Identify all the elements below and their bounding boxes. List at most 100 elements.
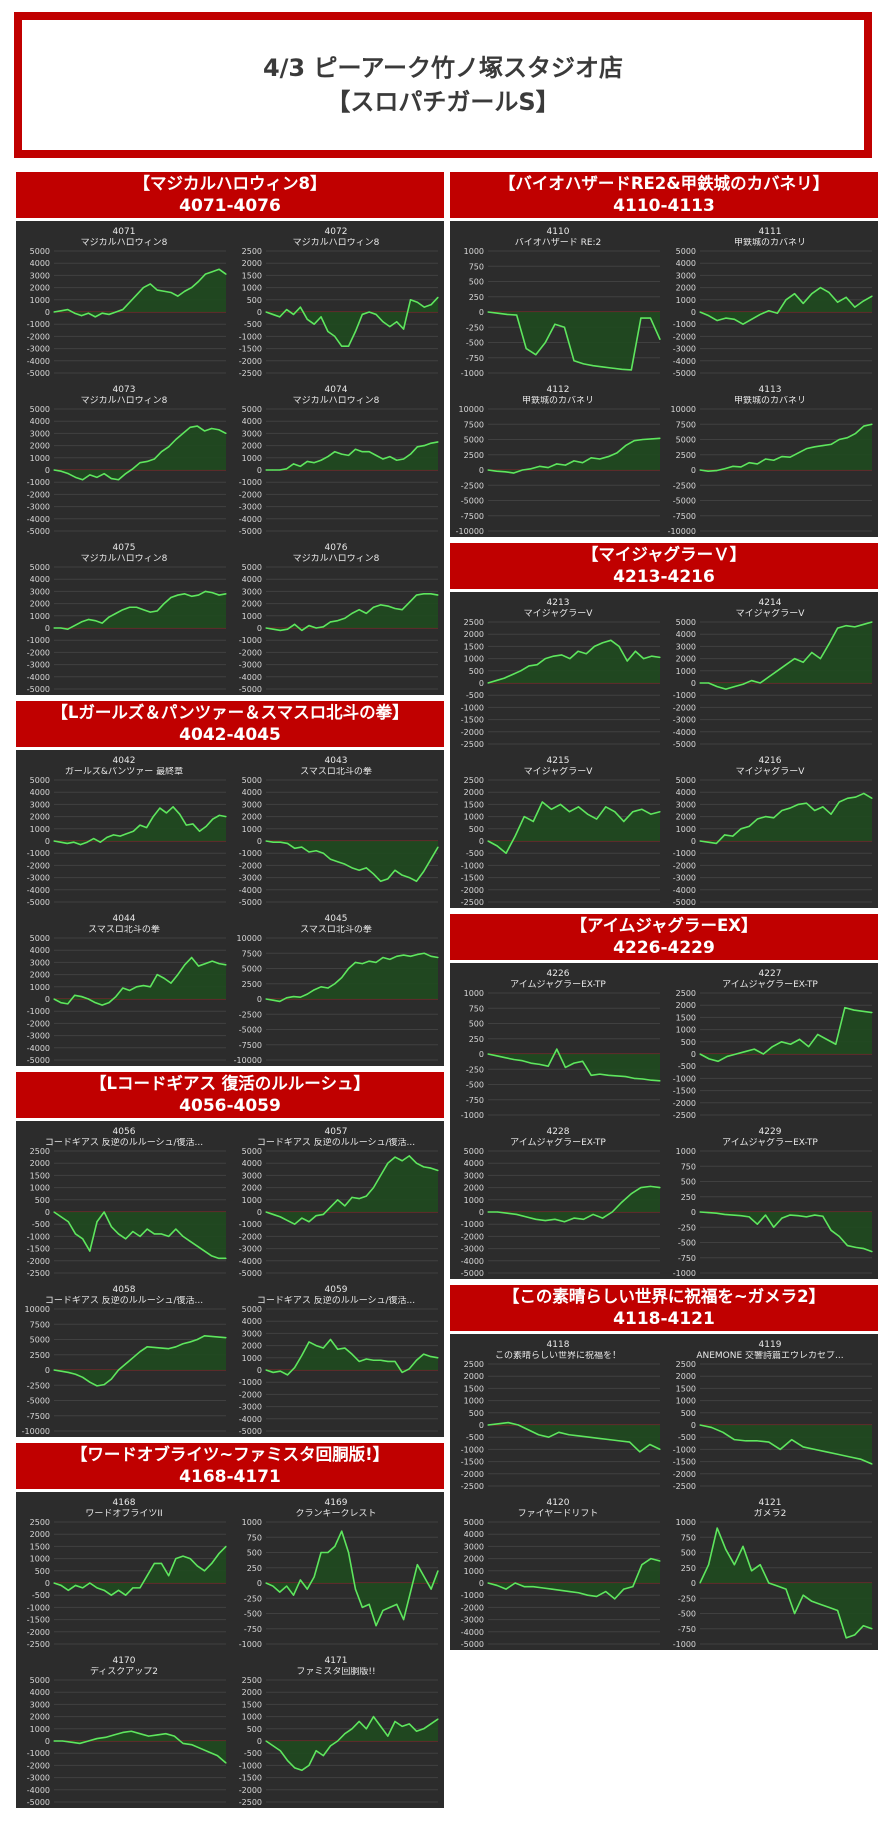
y-tick-label: 3000 <box>30 429 50 438</box>
data-point <box>89 1381 91 1383</box>
data-point <box>322 852 324 854</box>
data-point <box>208 1751 210 1753</box>
series-line <box>266 441 439 471</box>
data-point <box>863 792 865 795</box>
data-point <box>117 1369 120 1371</box>
data-point <box>146 826 148 829</box>
data-point <box>558 1431 560 1433</box>
data-point <box>211 1335 213 1338</box>
data-point <box>496 1584 498 1587</box>
machine-number: 4076 <box>324 543 348 553</box>
series-line <box>699 423 873 473</box>
machine-group: 【アイムジャグラーEX】 4226-4229 1000 750 500 250 0 -250-… <box>450 914 878 1279</box>
group-banner: 【Lコードギアス 復活のルルーシュ】 4056-4059 <box>16 1072 444 1118</box>
data-point <box>496 312 499 314</box>
data-point <box>175 1228 177 1230</box>
data-point <box>814 1214 816 1216</box>
data-point <box>299 996 301 998</box>
data-point <box>577 650 579 652</box>
y-tick-label: -7500 <box>461 512 484 521</box>
data-point <box>785 299 787 301</box>
y-tick-label: 4000 <box>242 1317 262 1326</box>
machine-chart: 5000 4000 3000 2000 1000 0 -1000 -2000 -3000 -400… <box>18 379 230 537</box>
data-point <box>423 1576 425 1578</box>
data-point <box>301 1769 303 1771</box>
data-point <box>182 1235 184 1237</box>
data-point <box>110 1226 112 1228</box>
machine-name: コードギアス 反逆のルルーシュ/復活... <box>44 1296 204 1306</box>
area-fill <box>266 1716 438 1771</box>
machine-name: マイジャグラーV <box>735 767 805 777</box>
data-point <box>781 1217 783 1219</box>
y-tick-label: -5000 <box>239 1269 262 1278</box>
data-point <box>292 313 295 316</box>
data-point <box>403 954 405 956</box>
chart-svg: 2500 2000 1500 1000 500 0 -500 -1000 -1500 -2000 -… <box>673 989 873 1120</box>
y-tick-label: 2000 <box>464 788 484 797</box>
data-point <box>225 964 227 966</box>
data-point <box>211 271 213 273</box>
data-point <box>175 438 177 441</box>
machine-name: スマスロ北斗の拳 <box>88 925 160 935</box>
data-point <box>837 627 839 629</box>
data-point <box>361 963 363 965</box>
y-tick-label: 500 <box>35 1196 50 1205</box>
y-tick-label: 2500 <box>464 776 484 785</box>
data-point <box>805 448 808 450</box>
data-point <box>197 280 200 283</box>
y-tick-label: 2000 <box>242 813 262 822</box>
chart-svg: 5000 4000 3000 2000 1000 0 -1000 -2000 -3000 -400… <box>461 1147 661 1278</box>
data-point <box>334 451 336 453</box>
y-tick-label: 0 <box>691 1208 696 1217</box>
y-tick-label: 1000 <box>464 989 484 998</box>
chart-panel: 1000 750 500 250 0 -250 -500 -750 -1000 4110 バイオハザ… <box>450 221 878 537</box>
data-point <box>308 851 310 853</box>
data-point <box>764 458 767 460</box>
area-fill <box>266 953 438 1002</box>
data-point <box>117 1589 120 1591</box>
y-tick-label: 4000 <box>676 788 696 797</box>
chart-svg: 10000 7500 5000 2500 0 -2500 -5000 -7500 -10000 <box>668 405 873 536</box>
machine-chart: 5000 4000 3000 2000 1000 0 -1000 -2000 -3000 -400… <box>664 750 876 908</box>
chart-svg: 5000 4000 3000 2000 1000 0 -1000 -2000 -3000 -400… <box>27 405 227 536</box>
data-point <box>659 338 661 341</box>
machine-number: 4073 <box>112 385 136 395</box>
group-title: 【ワードオブライツ~ファミスタ回胴版!】 <box>70 1445 390 1464</box>
data-point <box>642 1078 644 1080</box>
data-point <box>89 1582 91 1584</box>
chart-svg: 5000 4000 3000 2000 1000 0 -1000 -2000 -3000 -400… <box>27 247 227 378</box>
data-point <box>313 462 315 464</box>
data-point <box>139 1587 141 1589</box>
y-tick-label: 2000 <box>676 813 696 822</box>
data-point <box>710 1426 713 1429</box>
y-tick-label: -750 <box>678 1625 696 1634</box>
data-point <box>53 469 55 471</box>
data-point <box>80 621 83 623</box>
data-point <box>430 1167 432 1169</box>
data-point <box>855 432 857 434</box>
y-tick-label: -3000 <box>239 1245 262 1254</box>
chart-svg: 5000 4000 3000 2000 1000 0 -1000 -2000 -3000 -400… <box>239 405 439 536</box>
data-point <box>329 621 332 623</box>
data-point <box>525 1216 527 1218</box>
data-point <box>487 682 489 684</box>
data-point <box>394 1360 396 1363</box>
machine-number: 4058 <box>112 1285 136 1295</box>
data-point <box>621 368 623 370</box>
machine-chart: 5000 4000 3000 2000 1000 0 -1000 -2000 -3000 -400… <box>18 908 230 1066</box>
y-tick-label: -3000 <box>27 1032 50 1041</box>
y-tick-label: 5000 <box>242 965 262 974</box>
y-tick-label: 5000 <box>676 618 696 627</box>
data-point <box>225 1762 227 1764</box>
y-tick-label: 7500 <box>30 1320 50 1329</box>
y-tick-label: 1000 <box>464 1567 484 1576</box>
data-point <box>286 1374 289 1376</box>
y-tick-label: 1000 <box>676 1518 696 1527</box>
data-point <box>863 1248 865 1250</box>
y-tick-label: 5000 <box>676 776 696 785</box>
data-point <box>523 1586 525 1588</box>
area-fill <box>488 1558 660 1599</box>
data-point <box>592 365 594 367</box>
data-point <box>315 850 317 852</box>
data-point <box>294 847 296 849</box>
